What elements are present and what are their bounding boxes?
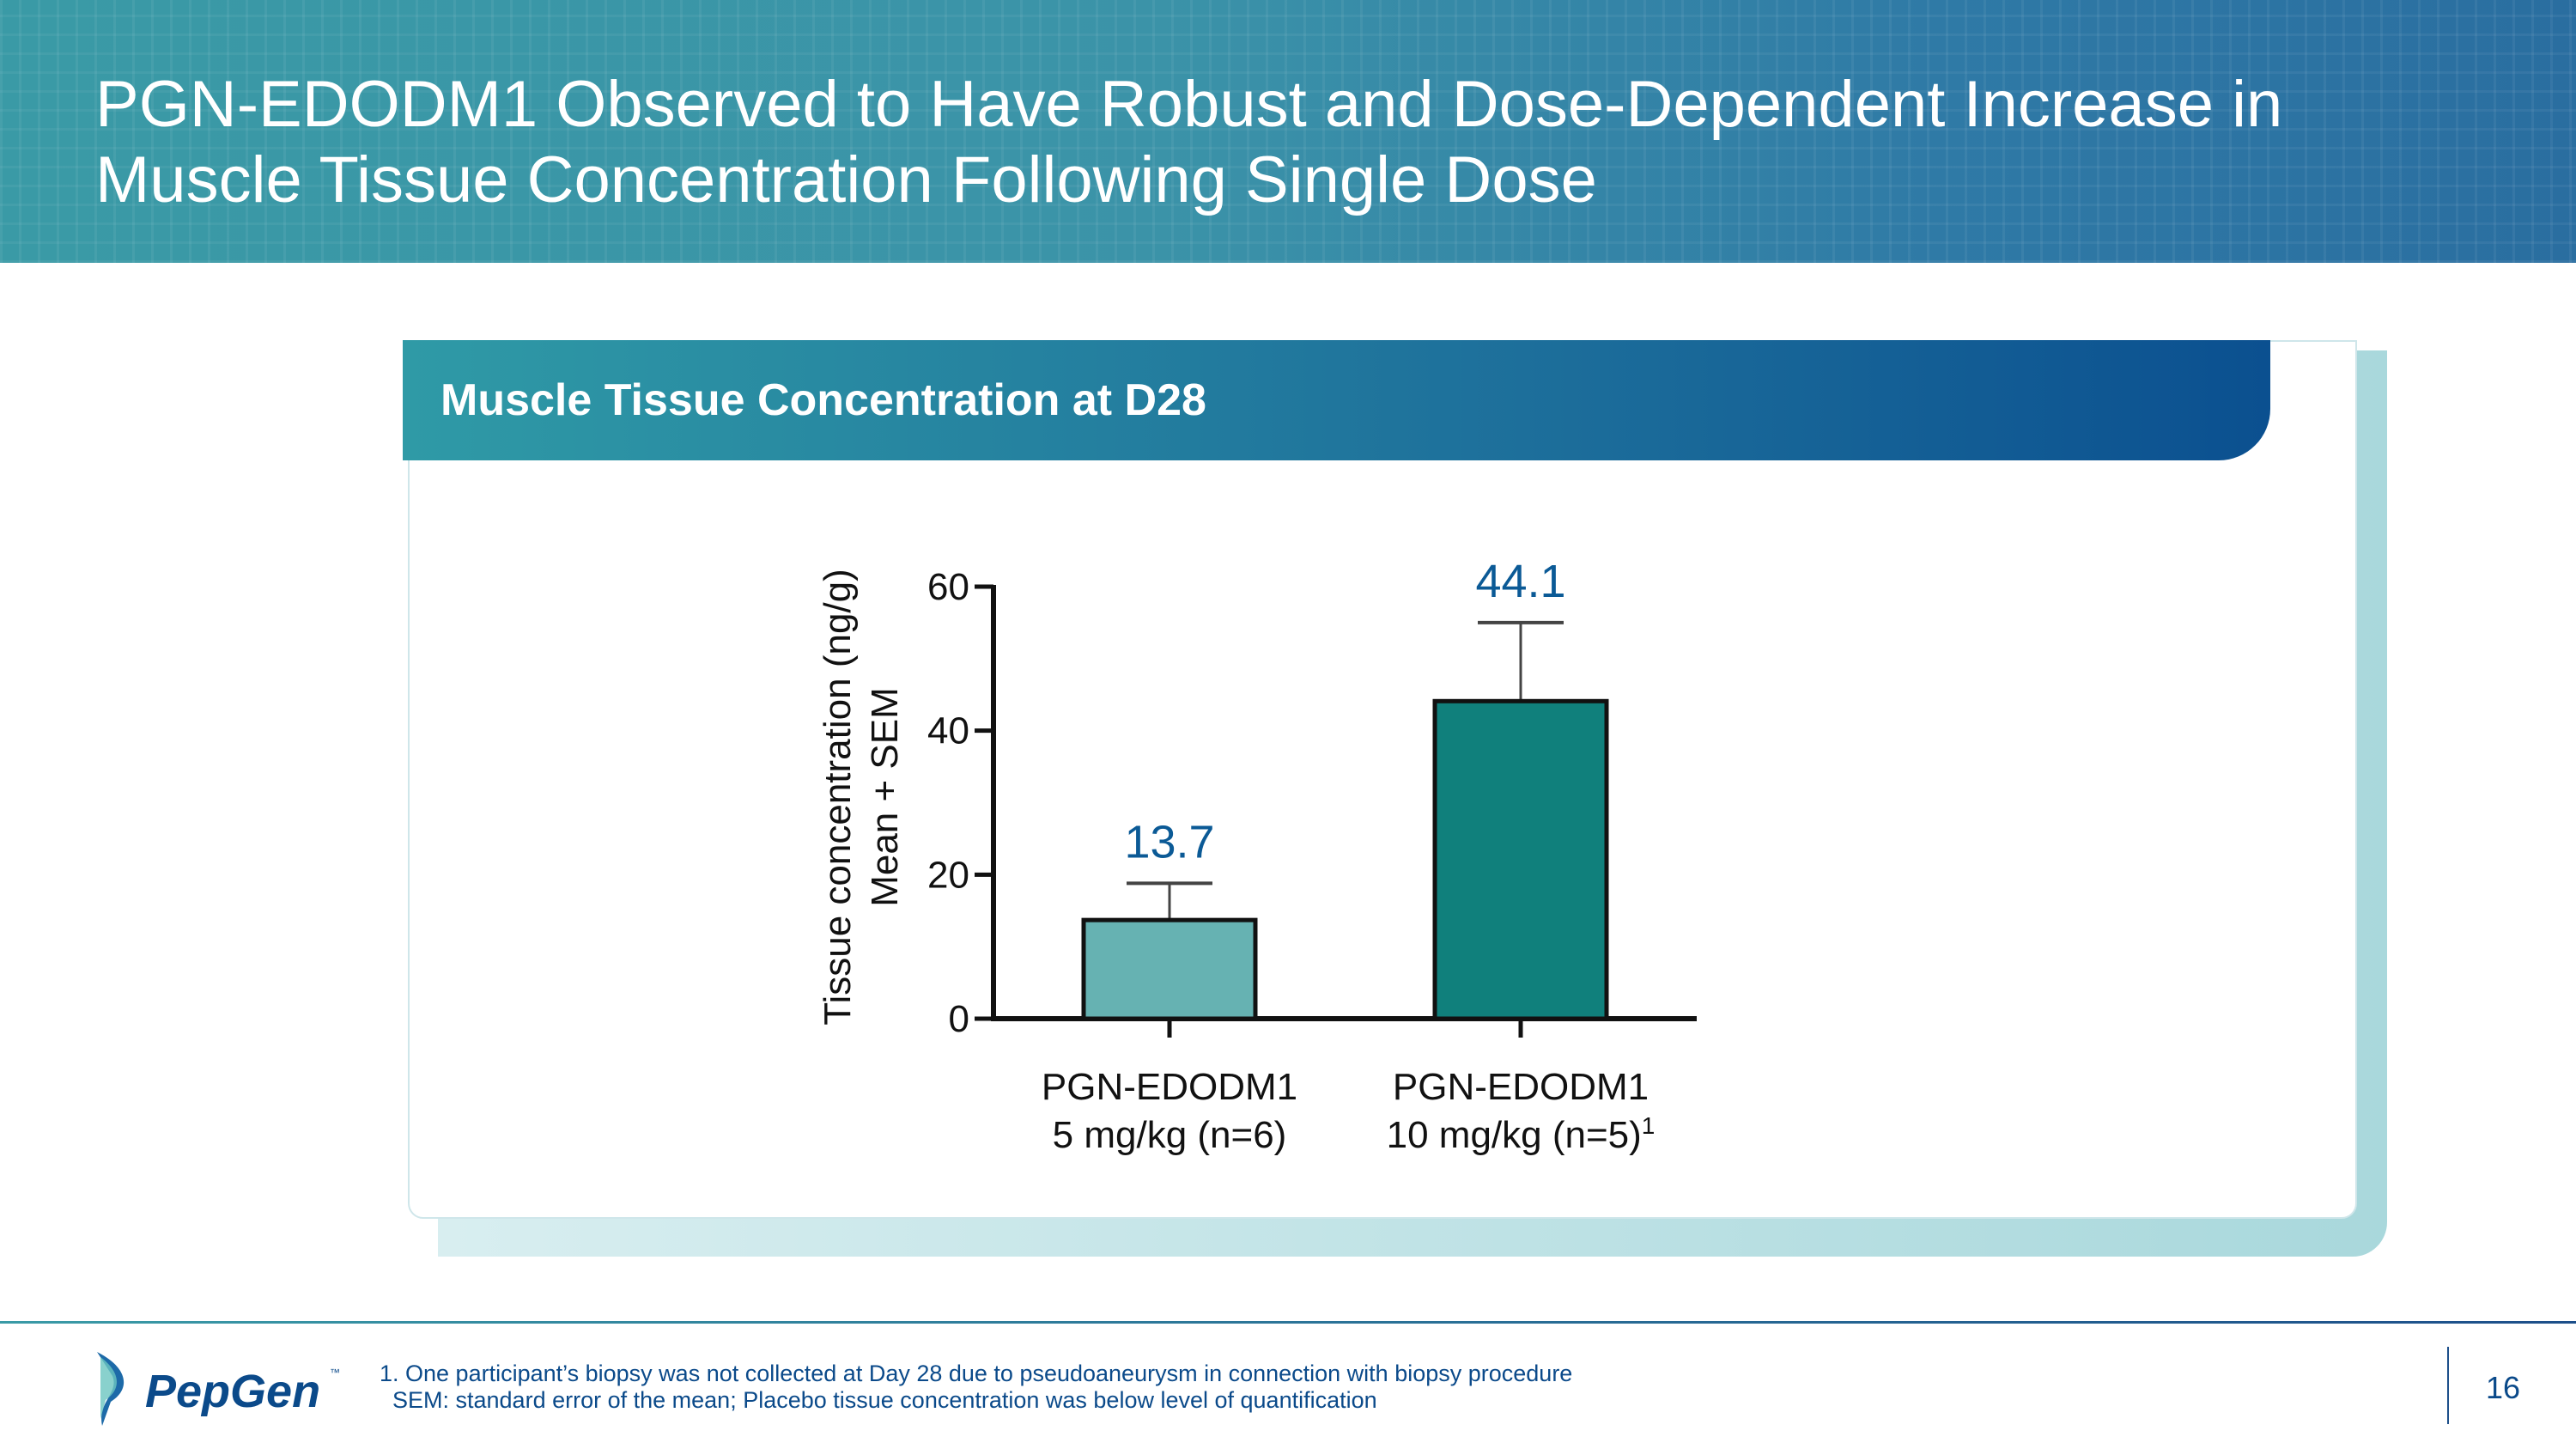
bar — [1081, 917, 1258, 1021]
logo-mark-icon — [97, 1352, 125, 1426]
logo-trademark: ™ — [330, 1367, 340, 1379]
x-tick-label: PGN-EDODM1 — [1042, 1066, 1297, 1108]
y-tick-label: 60 — [927, 566, 969, 608]
dose-label: 10 mg/kg (n=5) — [1387, 1114, 1642, 1156]
y-tick-label: 20 — [927, 854, 969, 896]
footnote-line: SEM: standard error of the mean; Placebo… — [392, 1387, 1377, 1413]
footer-divider — [0, 1321, 2576, 1324]
x-tick-label-dose: 10 mg/kg (n=5)1 — [1387, 1112, 1656, 1156]
x-tick-label-dose: 5 mg/kg (n=6) — [1053, 1114, 1287, 1156]
chart-marks: 0 20 40 60 13.7 PGN-EDODM1 5 mg/kg (n=6) 44.1 PG… — [927, 556, 1697, 1156]
y-axis-label: Tissue concentration (ng/g) — [817, 569, 859, 1026]
footnote-line: 1. One participant’s biopsy was not coll… — [380, 1361, 1573, 1386]
slide-title-line: PGN-EDODM1 Observed to Have Robust and D… — [95, 68, 2283, 141]
logo-text: PepGen — [145, 1366, 320, 1417]
page-number-divider — [2447, 1347, 2449, 1424]
x-tick-label: PGN-EDODM1 — [1393, 1066, 1649, 1108]
y-axis-label-sub: Mean + SEM — [864, 687, 906, 907]
slide-title: PGN-EDODM1 Observed to Have Robust and D… — [95, 67, 2543, 218]
pepgen-logo: PepGen ™ — [97, 1352, 340, 1426]
chart-card — [408, 340, 2357, 1219]
card-header: Muscle Tissue Concentration at D28 — [403, 340, 2270, 460]
logo-mark-accent-icon — [100, 1357, 117, 1419]
footnote: 1. One participant’s biopsy was not coll… — [380, 1361, 1572, 1414]
slide-header: PGN-EDODM1 Observed to Have Robust and D… — [0, 0, 2576, 263]
dose-label: 5 mg/kg (n=6) — [1053, 1114, 1287, 1156]
footnote-superscript: 1 — [1642, 1112, 1656, 1139]
bar — [1432, 698, 1609, 1021]
y-tick-label: 40 — [927, 710, 969, 752]
slide-title-line: Muscle Tissue Concentration Following Si… — [95, 143, 1597, 216]
data-label: 44.1 — [1475, 556, 1565, 607]
data-label: 13.7 — [1124, 816, 1214, 868]
header-background-pattern — [0, 0, 2576, 263]
page-number: 16 — [2486, 1370, 2521, 1405]
y-tick-label: 0 — [949, 998, 969, 1040]
card-title: Muscle Tissue Concentration at D28 — [440, 375, 1206, 425]
